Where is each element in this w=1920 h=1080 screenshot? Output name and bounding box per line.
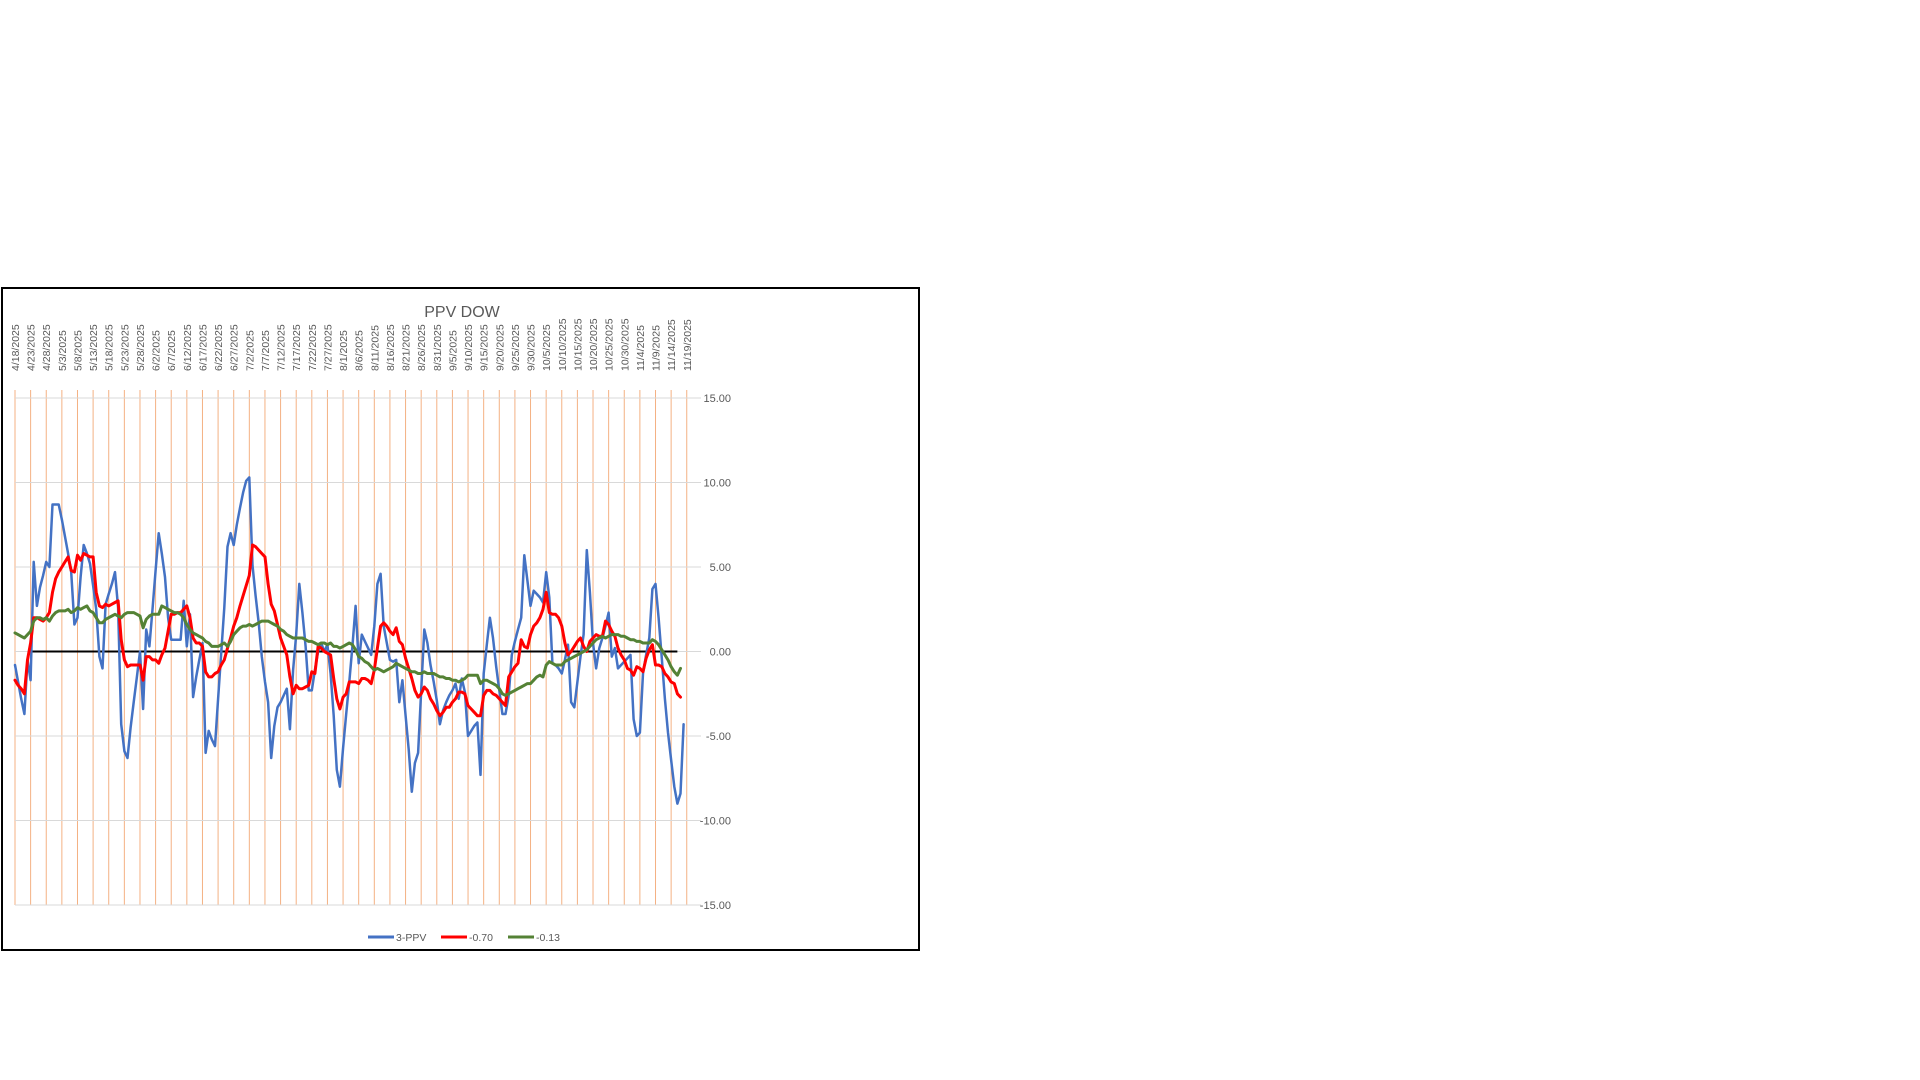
legend: 3-PPV -0.70 -0.13 xyxy=(368,932,560,944)
x-tick-label: 6/17/2025 xyxy=(197,324,209,371)
x-tick-label: 10/30/2025 xyxy=(619,318,631,371)
y-tick-label: -5.00 xyxy=(706,731,731,743)
x-tick-label: 5/8/2025 xyxy=(72,330,84,371)
chart-title: PPV DOW xyxy=(424,304,500,321)
y-tick-label: -10.00 xyxy=(700,816,731,828)
x-tick-label: 4/23/2025 xyxy=(26,324,38,371)
x-tick-label: 7/2/2025 xyxy=(244,330,256,371)
x-tick-label: 11/19/2025 xyxy=(682,319,694,371)
x-tick-label: 6/12/2025 xyxy=(182,324,194,371)
x-tick-label: 5/23/2025 xyxy=(119,324,131,371)
x-tick-label: 7/7/2025 xyxy=(260,330,272,371)
x-tick-label: 11/14/2025 xyxy=(666,319,678,371)
y-axis-tick-labels: 15.00 10.00 5.00 0.00 -5.00 -10.00 -15.00 xyxy=(700,393,731,912)
x-tick-label: 7/17/2025 xyxy=(291,324,303,371)
x-tick-label: 9/25/2025 xyxy=(510,324,522,371)
series-line-3 xyxy=(13,604,682,697)
x-tick-label: 8/1/2025 xyxy=(338,330,350,371)
y-tick-label: 0.00 xyxy=(710,647,731,659)
x-tick-label: 6/27/2025 xyxy=(229,324,241,371)
x-tick-label: 8/26/2025 xyxy=(416,324,428,371)
series-line-2 xyxy=(13,543,682,718)
x-tick-label: 10/20/2025 xyxy=(588,318,600,371)
x-tick-label: 10/25/2025 xyxy=(604,318,616,371)
x-tick-label: 8/6/2025 xyxy=(354,330,366,371)
x-tick-label: 9/15/2025 xyxy=(479,324,491,371)
legend-label: -0.70 xyxy=(469,932,493,944)
x-tick-label: 7/27/2025 xyxy=(322,324,334,371)
x-tick-label: 6/22/2025 xyxy=(213,324,225,371)
x-tick-label: 5/3/2025 xyxy=(57,330,69,371)
y-tick-label: 10.00 xyxy=(703,478,731,490)
x-tick-label: 6/7/2025 xyxy=(166,330,178,371)
x-tick-label: 9/5/2025 xyxy=(447,330,459,371)
series-layer xyxy=(13,476,685,805)
x-tick-label: 4/28/2025 xyxy=(41,324,53,371)
x-tick-label: 11/9/2025 xyxy=(651,325,663,371)
x-tick-label: 7/12/2025 xyxy=(276,324,288,371)
x-axis-tick-labels: 4/18/2025 4/23/2025 4/28/2025 5/3/2025 5/8/2… xyxy=(10,318,694,371)
chart-frame: PPV DOW 4/18/2025 4/23/2025 4/28/2025 5/3/2… xyxy=(1,287,920,951)
x-tick-label: 10/10/2025 xyxy=(557,318,569,371)
x-tick-label: 5/13/2025 xyxy=(88,324,100,371)
x-tick-label: 8/16/2025 xyxy=(385,324,397,371)
x-tick-label: 5/28/2025 xyxy=(135,324,147,371)
x-tick-label: 5/18/2025 xyxy=(104,324,116,371)
x-tick-label: 8/31/2025 xyxy=(432,324,444,371)
chart-svg: PPV DOW 4/18/2025 4/23/2025 4/28/2025 5/3/2… xyxy=(10,304,731,944)
x-tick-label: 9/30/2025 xyxy=(526,324,538,371)
legend-label: -0.13 xyxy=(536,932,560,944)
y-tick-label: 5.00 xyxy=(710,562,731,574)
x-tick-label: 4/18/2025 xyxy=(10,324,22,371)
x-tick-label: 10/15/2025 xyxy=(572,318,584,371)
legend-label: 3-PPV xyxy=(396,932,426,944)
y-tick-label: 15.00 xyxy=(703,393,731,405)
x-tick-label: 10/5/2025 xyxy=(541,324,553,371)
series-line-1 xyxy=(13,476,685,805)
x-tick-label: 8/21/2025 xyxy=(401,324,413,371)
x-tick-label: 6/2/2025 xyxy=(151,330,163,371)
y-tick-label: -15.00 xyxy=(700,900,731,912)
x-tick-label: 11/4/2025 xyxy=(635,325,647,371)
x-tick-label: 8/11/2025 xyxy=(369,325,381,371)
x-tick-label: 9/10/2025 xyxy=(463,324,475,371)
x-tick-label: 7/22/2025 xyxy=(307,324,319,371)
x-tick-label: 9/20/2025 xyxy=(494,324,506,371)
